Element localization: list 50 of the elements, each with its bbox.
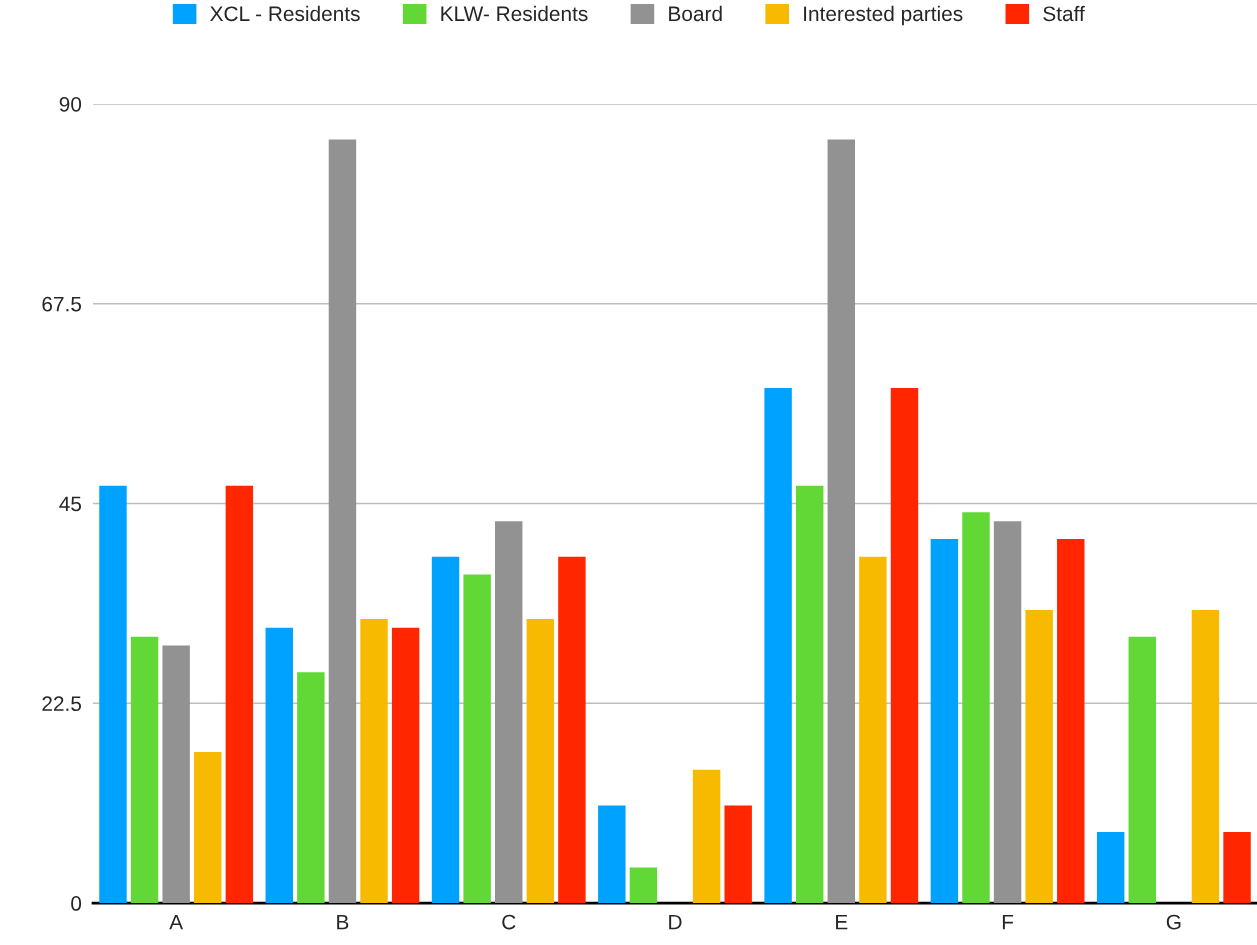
y-tick-label: 22.5 bbox=[42, 696, 82, 712]
x-tick-label: C bbox=[502, 914, 516, 930]
bar bbox=[692, 769, 721, 904]
y-tick-label: 0 bbox=[71, 896, 82, 911]
bar bbox=[225, 485, 254, 904]
legend-label: Staff bbox=[1043, 5, 1085, 22]
legend-label: Interested parties bbox=[804, 5, 963, 26]
bar bbox=[993, 521, 1022, 904]
x-tick-label: A bbox=[169, 914, 184, 930]
bar bbox=[859, 556, 887, 904]
legend-label: Board bbox=[669, 5, 722, 22]
bar bbox=[526, 618, 555, 904]
bar bbox=[629, 867, 658, 904]
y-tick-label: 90 bbox=[59, 96, 82, 112]
bar bbox=[297, 672, 325, 904]
legend-label: XCL - Residents bbox=[210, 5, 360, 22]
bar bbox=[1096, 832, 1125, 904]
bar bbox=[1128, 636, 1156, 904]
bar bbox=[1025, 610, 1053, 904]
bar bbox=[99, 485, 127, 904]
bar bbox=[130, 636, 159, 904]
x-tick-label: E bbox=[836, 914, 848, 930]
bar bbox=[463, 574, 491, 904]
bar bbox=[360, 618, 388, 904]
bar bbox=[764, 388, 792, 904]
bar bbox=[1191, 610, 1220, 904]
bar bbox=[431, 556, 460, 904]
bar bbox=[328, 139, 357, 904]
bar bbox=[162, 645, 190, 904]
bar bbox=[265, 627, 293, 904]
bar bbox=[391, 627, 420, 904]
bar bbox=[1057, 539, 1085, 904]
bar bbox=[827, 139, 856, 904]
bar bbox=[194, 752, 222, 904]
bar bbox=[598, 805, 626, 904]
bar bbox=[558, 556, 586, 904]
y-tick-label: 67.5 bbox=[42, 296, 82, 312]
bar bbox=[962, 512, 990, 904]
bar bbox=[724, 805, 752, 904]
y-tick-label: 45 bbox=[59, 496, 82, 512]
x-tick-label: F bbox=[1002, 914, 1014, 930]
bar bbox=[795, 485, 824, 904]
bar bbox=[495, 521, 523, 904]
bar bbox=[930, 539, 959, 904]
bar bbox=[890, 388, 919, 904]
bar bbox=[1223, 832, 1251, 904]
x-tick-label: B bbox=[337, 914, 349, 930]
x-tick-label: G bbox=[1166, 914, 1181, 930]
x-tick-label: D bbox=[669, 914, 682, 930]
legend-label: KLW- Residents bbox=[441, 5, 588, 22]
